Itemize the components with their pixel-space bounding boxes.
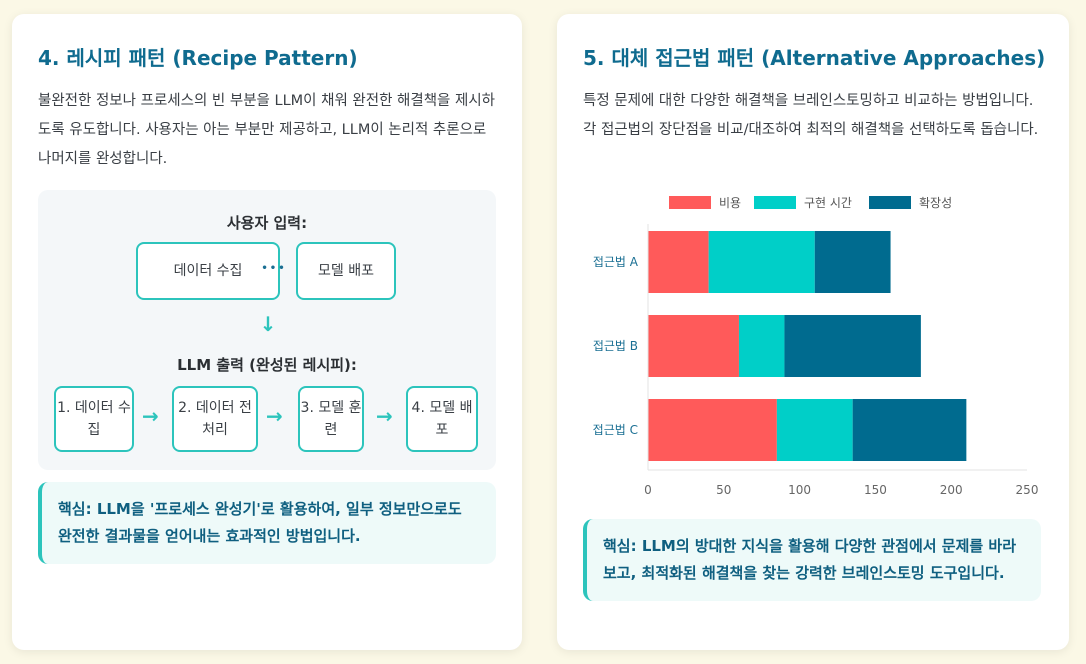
step-3-box: 3. 모델 훈련 xyxy=(298,386,364,452)
bar-segment xyxy=(648,315,739,377)
bar-segment xyxy=(814,231,891,293)
input-box-data-collection: 데이터 수집 xyxy=(136,242,280,300)
alternative-approaches-description: 특정 문제에 대한 다양한 해결책을 브레인스토밍하고 비교하는 방법입니다. … xyxy=(583,93,1039,138)
x-tick-label: 250 xyxy=(1016,483,1039,497)
step-1-box: 1. 데이터 수집 xyxy=(54,386,134,452)
legend-swatch xyxy=(669,196,711,209)
x-tick-label: 100 xyxy=(788,483,811,497)
bar-segment xyxy=(708,231,815,293)
legend-label: 확장성 xyxy=(919,196,953,210)
x-tick-label: 200 xyxy=(940,483,963,497)
x-tick-label: 150 xyxy=(864,483,887,497)
bar-segment xyxy=(852,399,967,461)
alternative-approaches-card: 5. 대체 접근법 패턴 (Alternative Approaches) 특정… xyxy=(557,14,1069,650)
recipe-diagram: 사용자 입력: 데이터 수집 ••• 모델 배포 ↓ LLM 출력 (완성된 레… xyxy=(38,190,496,470)
alternative-approaches-title: 5. 대체 접근법 패턴 (Alternative Approaches) xyxy=(583,46,1046,70)
bar-segment xyxy=(784,315,921,377)
recipe-pattern-card: 4. 레시피 패턴 (Recipe Pattern) 불완전한 정보나 프로세스… xyxy=(12,14,522,650)
ellipsis-icon: ••• xyxy=(261,263,287,274)
legend-item[interactable]: 구현 시간 xyxy=(754,194,852,211)
user-input-heading: 사용자 입력: xyxy=(226,214,308,232)
recipe-pattern-description: 불완전한 정보나 프로세스의 빈 부분을 LLM이 채워 완전한 해결책을 제시… xyxy=(38,93,496,167)
bar-segment xyxy=(648,231,709,293)
category-label: 접근법 B xyxy=(593,339,638,353)
category-label: 접근법 C xyxy=(593,423,638,437)
bar-segment xyxy=(648,399,777,461)
bar-segment xyxy=(738,315,785,377)
legend-item[interactable]: 비용 xyxy=(669,194,741,211)
recipe-callout: 핵심: LLM을 '프로세스 완성기'로 활용하여, 일부 정보만으로도 완전한… xyxy=(38,482,496,564)
chart-legend: 비용 구현 시간 확장성 xyxy=(557,194,1069,210)
down-arrow-icon: ↓ xyxy=(259,312,277,336)
category-label: 접근법 A xyxy=(593,255,639,269)
step-2-box: 2. 데이터 전처리 xyxy=(172,386,258,452)
llm-output-heading: LLM 출력 (완성된 레시피): xyxy=(177,356,357,374)
step-arrow-icon: → xyxy=(266,404,283,428)
alternative-approaches-callout: 핵심: LLM의 방대한 지식을 활용해 다양한 관점에서 문제를 바라보고, … xyxy=(583,519,1041,601)
legend-swatch xyxy=(754,196,796,209)
step-arrow-icon: → xyxy=(142,404,159,428)
legend-label: 구현 시간 xyxy=(804,196,852,210)
x-tick-label: 0 xyxy=(644,483,652,497)
legend-swatch xyxy=(869,196,911,209)
bar-segment xyxy=(776,399,853,461)
recipe-pattern-title: 4. 레시피 패턴 (Recipe Pattern) xyxy=(38,46,358,70)
legend-item[interactable]: 확장성 xyxy=(869,194,952,211)
step-4-box: 4. 모델 배포 xyxy=(406,386,478,452)
input-box-model-deploy: 모델 배포 xyxy=(296,242,396,300)
legend-label: 비용 xyxy=(719,196,742,210)
x-tick-label: 50 xyxy=(716,483,731,497)
step-arrow-icon: → xyxy=(376,404,393,428)
approach-comparison-chart: 비용 구현 시간 확장성 접근법 A 접근법 B 접근법 C 0 50 100 150 200 25… xyxy=(557,184,1069,514)
chart-svg: 접근법 A 접근법 B 접근법 C 0 50 100 150 200 250 xyxy=(593,224,1039,497)
